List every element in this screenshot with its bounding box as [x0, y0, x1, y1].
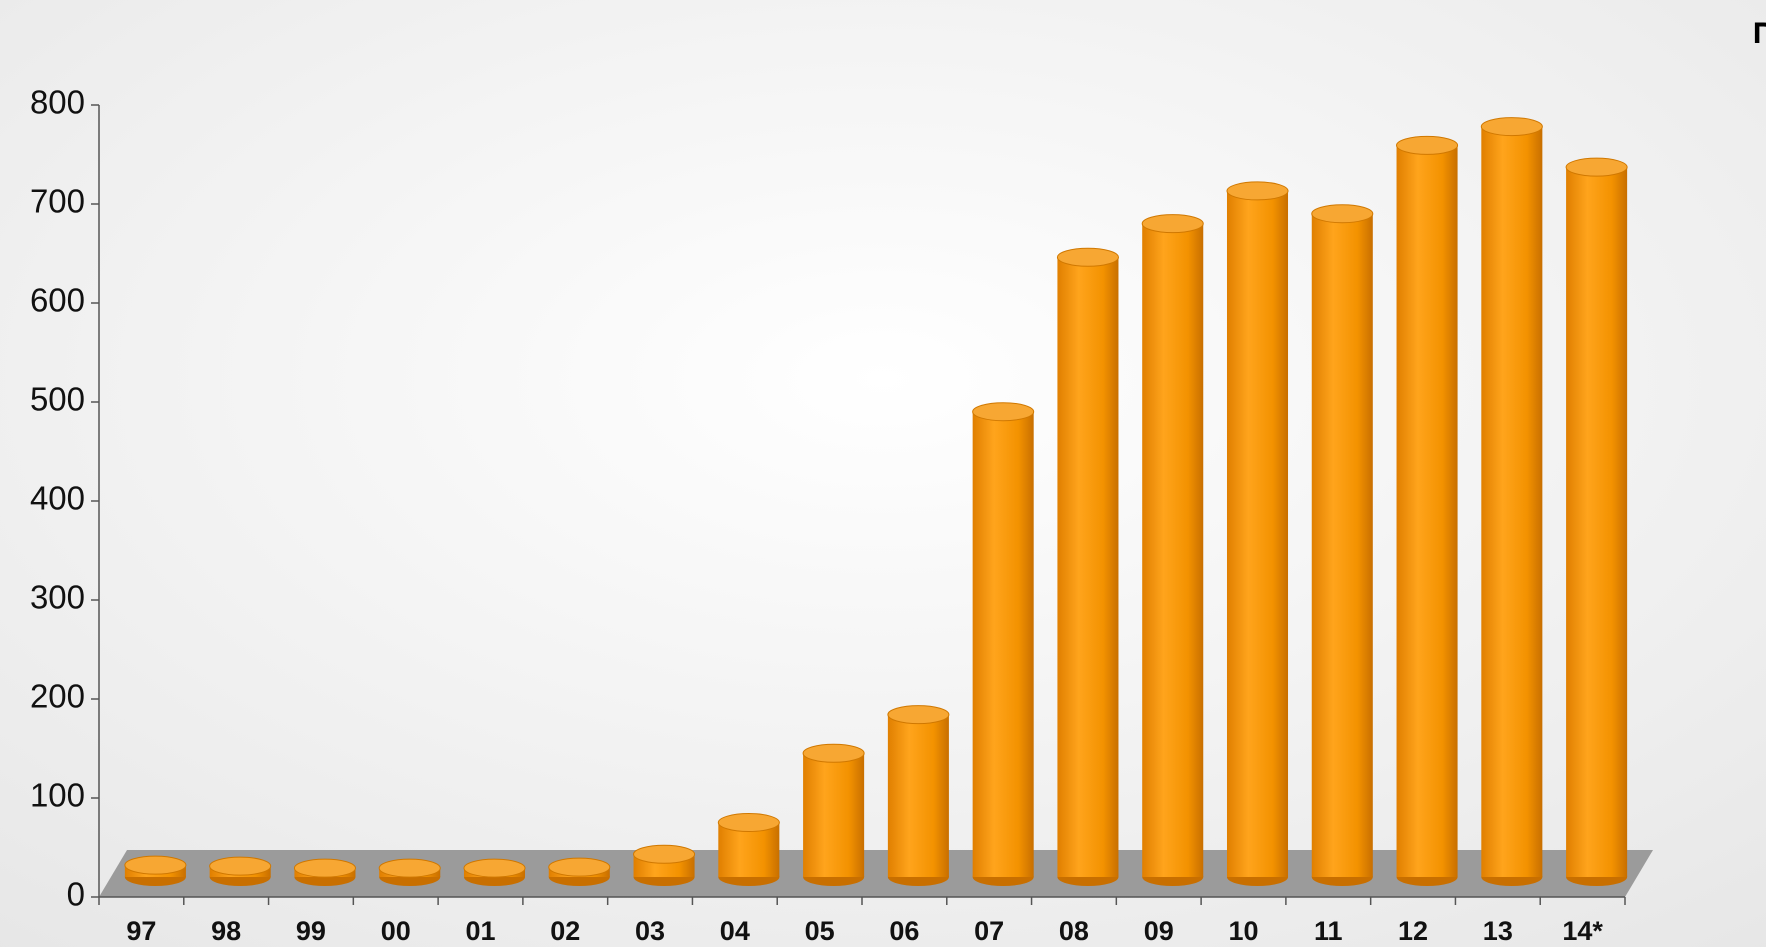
bar-top — [972, 402, 1035, 422]
x-tick-label: 08 — [1059, 916, 1089, 946]
y-tick-label: 200 — [30, 678, 85, 715]
bar-top — [378, 858, 441, 878]
x-tick-label: 13 — [1483, 916, 1513, 946]
x-tick-label: 97 — [126, 916, 156, 946]
x-tick-label: 10 — [1228, 916, 1258, 946]
y-tick-label: 800 — [30, 84, 85, 121]
bar-top — [887, 705, 950, 725]
bar-top — [1480, 117, 1543, 137]
y-tick-label: 700 — [30, 183, 85, 220]
bar-top — [548, 857, 611, 877]
bar — [1566, 167, 1628, 878]
y-tick-label: 300 — [30, 579, 85, 616]
bar-top — [717, 813, 780, 833]
y-tick-label: 600 — [30, 282, 85, 319]
bar — [972, 411, 1034, 877]
bar-top — [1565, 157, 1628, 177]
bar — [1057, 257, 1119, 877]
bar-top — [209, 856, 272, 876]
bar — [1142, 223, 1204, 878]
bar — [803, 753, 865, 877]
x-tick-label: 06 — [889, 916, 919, 946]
x-tick-label: 02 — [550, 916, 580, 946]
x-tick-label: 00 — [381, 916, 411, 946]
x-tick-label: 04 — [720, 916, 750, 946]
bar-top — [1396, 135, 1459, 155]
bar-top — [1141, 214, 1204, 234]
y-tick-label: 500 — [30, 381, 85, 418]
bar-top — [802, 743, 865, 763]
bar — [1226, 190, 1289, 877]
x-tick-label: 98 — [211, 916, 241, 946]
x-tick-label: 05 — [805, 916, 835, 946]
x-tick-label: 01 — [465, 916, 495, 946]
bar — [887, 714, 949, 877]
bar — [1311, 213, 1373, 877]
bar-top — [1311, 204, 1374, 224]
y-tick-label: 0 — [67, 876, 85, 913]
bar-top — [293, 858, 356, 878]
x-tick-label: 14* — [1562, 916, 1603, 946]
x-tick-label: 99 — [296, 916, 326, 946]
x-tick-label: 09 — [1144, 916, 1174, 946]
y-tick-label: 400 — [30, 480, 85, 517]
bar — [1481, 126, 1543, 877]
y-tick-label: 100 — [30, 777, 85, 814]
bar-top — [633, 844, 696, 864]
x-tick-label: 12 — [1398, 916, 1428, 946]
chart-title: מיליארדי ש"ח — [1752, 13, 1766, 51]
bar-top — [1226, 181, 1289, 201]
bar — [1396, 145, 1458, 877]
x-tick-label: 07 — [974, 916, 1004, 946]
bar-top — [463, 858, 526, 878]
bar-top — [1056, 247, 1119, 267]
x-tick-label: 11 — [1314, 916, 1343, 946]
x-tick-label: 03 — [635, 916, 665, 946]
bar-top — [124, 855, 187, 875]
